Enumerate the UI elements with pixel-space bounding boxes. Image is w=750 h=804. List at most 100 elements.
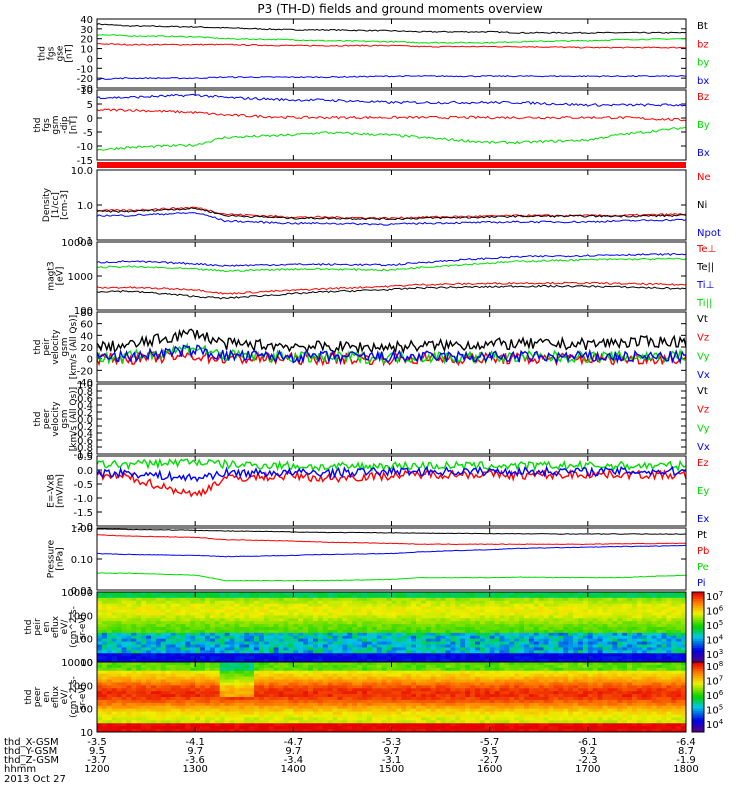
heat-cell (190, 697, 195, 700)
heat-cell (465, 595, 470, 598)
heat-cell (470, 653, 475, 656)
heat-cell (367, 615, 372, 618)
heat-cell (549, 639, 554, 642)
heat-cell (416, 615, 421, 618)
heat-cell (166, 668, 171, 671)
heat-cell (97, 665, 102, 668)
heat-cell (441, 595, 446, 598)
y-axis-label-8-1: [nPa] (56, 547, 66, 570)
heat-cell (264, 717, 269, 720)
heat-cell (441, 607, 446, 610)
legend-7-Ez: Ez (697, 458, 709, 469)
heat-cell (215, 612, 220, 615)
heat-cell (553, 618, 558, 621)
heat-cell (382, 642, 387, 645)
heat-cell (607, 653, 612, 656)
heat-cell (573, 607, 578, 610)
heat-cell (136, 639, 141, 642)
heat-cell (534, 645, 539, 648)
heat-cell (313, 706, 318, 709)
heat-cell (313, 656, 318, 659)
heat-cell (607, 618, 612, 621)
heat-cell (180, 653, 185, 656)
heat-cell (436, 610, 441, 613)
heat-cell (200, 598, 205, 601)
heat-cell (426, 633, 431, 636)
heat-cell (284, 685, 289, 688)
heat-cell (401, 653, 406, 656)
heat-cell (549, 647, 554, 650)
heat-cell (288, 723, 293, 726)
heat-cell (367, 627, 372, 630)
heat-cell (259, 671, 264, 674)
heat-cell (225, 717, 230, 720)
heat-cell (288, 668, 293, 671)
heat-cell (519, 642, 524, 645)
heat-cell (239, 639, 244, 642)
heat-cell (102, 706, 107, 709)
heat-cell (396, 615, 401, 618)
heat-cell (131, 630, 136, 633)
heat-cell (269, 715, 274, 718)
heat-cell (509, 601, 514, 604)
heat-cell (637, 650, 642, 653)
heat-cell (558, 630, 563, 633)
heat-cell (524, 595, 529, 598)
heat-cell (652, 604, 657, 607)
heat-cell (544, 624, 549, 627)
heat-cell (180, 618, 185, 621)
heat-cell (323, 630, 328, 633)
heat-cell (107, 633, 112, 636)
heat-cell (431, 709, 436, 712)
heat-cell (274, 612, 279, 615)
heat-cell (126, 688, 131, 691)
heat-cell (509, 642, 514, 645)
heat-cell (190, 653, 195, 656)
heat-cell (372, 715, 377, 718)
heat-cell (97, 688, 102, 691)
heat-cell (97, 720, 102, 723)
heat-cell (254, 627, 259, 630)
heat-cell (288, 717, 293, 720)
heat-cell (352, 653, 357, 656)
heat-cell (362, 723, 367, 726)
heat-cell (220, 653, 225, 656)
heat-cell (637, 598, 642, 601)
heat-cell (465, 630, 470, 633)
heat-cell (259, 627, 264, 630)
heat-cell (156, 680, 161, 683)
heat-cell (387, 691, 392, 694)
heat-cell (259, 621, 264, 624)
heat-cell (387, 650, 392, 653)
heat-cell (244, 706, 249, 709)
heat-cell (387, 717, 392, 720)
heat-cell (205, 688, 210, 691)
heat-cell (549, 627, 554, 630)
heat-cell (97, 706, 102, 709)
heat-cell (338, 624, 343, 627)
heat-cell (166, 645, 171, 648)
heat-cell (534, 601, 539, 604)
heat-cell (303, 682, 308, 685)
heat-cell (323, 621, 328, 624)
heat-cell (372, 607, 377, 610)
heat-cell (416, 647, 421, 650)
heat-cell (637, 653, 642, 656)
heat-cell (426, 671, 431, 674)
heat-cell (112, 598, 117, 601)
heat-cell (421, 668, 426, 671)
heat-cell (156, 700, 161, 703)
heat-cell (338, 598, 343, 601)
heat-cell (642, 645, 647, 648)
heat-cell (328, 633, 333, 636)
heat-cell (249, 674, 254, 677)
heat-cell (445, 601, 450, 604)
heat-cell (122, 697, 127, 700)
heat-cell (215, 642, 220, 645)
heat-cell (401, 694, 406, 697)
heat-cell (450, 604, 455, 607)
heat-cell (490, 630, 495, 633)
heat-cell (244, 639, 249, 642)
heat-cell (652, 621, 657, 624)
heat-cell (131, 723, 136, 726)
